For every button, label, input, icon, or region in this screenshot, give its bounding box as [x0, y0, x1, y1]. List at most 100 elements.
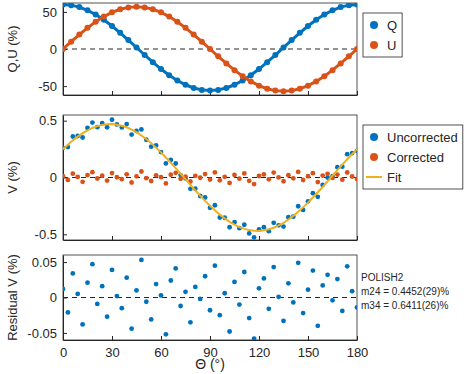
data-point	[281, 318, 286, 323]
data-point	[109, 9, 115, 15]
data-point	[355, 177, 357, 182]
y-tick-label: -0.5	[35, 227, 57, 242]
data-point	[144, 176, 149, 181]
data-point	[125, 4, 131, 10]
data-point	[193, 173, 198, 178]
data-point	[223, 85, 229, 91]
data-point	[247, 231, 252, 236]
data-point	[174, 77, 180, 83]
data-point	[207, 46, 213, 52]
data-point	[215, 87, 221, 93]
data-point	[124, 275, 129, 280]
legend-symbol	[370, 133, 378, 141]
data-point	[281, 224, 286, 229]
data-point	[264, 59, 270, 65]
x-tick-mark	[259, 91, 260, 95]
data-point	[330, 67, 336, 73]
data-point	[198, 175, 203, 180]
x-axis-line	[64, 240, 358, 241]
data-point	[266, 177, 271, 182]
data-point	[119, 177, 124, 182]
data-point	[193, 284, 198, 289]
data-point	[271, 220, 276, 225]
data-point	[208, 177, 213, 182]
plot-area	[63, 258, 357, 340]
data-point	[173, 266, 178, 271]
data-point	[340, 309, 345, 314]
plot-frame	[63, 3, 357, 95]
y-axis-title: V (%)	[5, 161, 20, 194]
data-point	[340, 177, 345, 182]
data-point	[117, 6, 123, 12]
data-point	[330, 298, 335, 303]
data-point	[159, 293, 164, 298]
data-point	[232, 82, 238, 88]
data-point	[354, 46, 357, 52]
data-point	[315, 180, 320, 185]
data-point	[286, 281, 291, 286]
y-tick-label: 0.05	[32, 255, 57, 270]
data-point	[313, 78, 319, 84]
figure: -50050Q,U (%)QU-0.500.5V (%)UncorrectedC…	[0, 0, 474, 374]
data-point	[117, 30, 123, 36]
data-point	[154, 282, 159, 287]
x-tick-mark	[112, 336, 113, 340]
data-point	[149, 317, 154, 322]
data-point	[272, 88, 278, 94]
data-point	[164, 161, 169, 166]
legend-label: Fit	[387, 170, 402, 185]
data-point	[252, 182, 257, 187]
data-point	[150, 59, 156, 65]
x-tick-mark	[112, 236, 113, 240]
data-point	[110, 171, 115, 176]
y-axis-title: Residual V (%)	[5, 254, 20, 341]
data-point	[296, 204, 301, 209]
y-tick-mark	[63, 234, 67, 235]
data-point	[110, 267, 115, 272]
data-point	[203, 172, 208, 177]
data-point	[109, 23, 115, 29]
data-point	[129, 180, 134, 185]
data-point	[252, 336, 257, 340]
x-tick-mark	[357, 91, 358, 95]
data-point	[355, 305, 357, 310]
legend-label: U	[387, 38, 396, 53]
data-point	[248, 72, 254, 78]
annotation: m24 = 0.4452(29)%	[361, 286, 449, 297]
x-axis	[64, 236, 358, 241]
x-tick	[259, 91, 260, 95]
data-point	[100, 173, 105, 178]
data-point	[286, 173, 291, 178]
data-point	[63, 46, 66, 52]
x-tick-label: 150	[298, 345, 320, 360]
data-point	[166, 72, 172, 78]
data-point	[345, 152, 350, 157]
data-point	[95, 301, 100, 306]
data-point	[313, 17, 319, 23]
y-tick: 0	[50, 170, 67, 185]
y-axis-title: Q,U (%)	[5, 26, 20, 73]
x-tick: 120	[249, 336, 271, 360]
data-point	[240, 73, 246, 79]
data-point	[80, 135, 85, 140]
data-point	[335, 277, 340, 282]
x-tick-label: 60	[154, 345, 168, 360]
series	[63, 258, 357, 340]
data-point	[66, 177, 71, 182]
data-point	[85, 25, 91, 31]
data-point	[321, 73, 327, 79]
data-point	[203, 274, 208, 279]
data-point	[80, 179, 85, 184]
data-point	[325, 171, 330, 176]
x-tick: 180	[347, 336, 369, 360]
data-point	[305, 83, 311, 89]
data-point	[154, 173, 159, 178]
x-tick-mark	[259, 336, 260, 340]
data-point	[232, 280, 237, 285]
data-point	[325, 272, 330, 277]
plot-area	[63, 117, 357, 240]
data-point	[217, 313, 222, 318]
x-tick	[210, 236, 211, 240]
data-point	[271, 265, 276, 270]
data-point	[346, 53, 352, 59]
